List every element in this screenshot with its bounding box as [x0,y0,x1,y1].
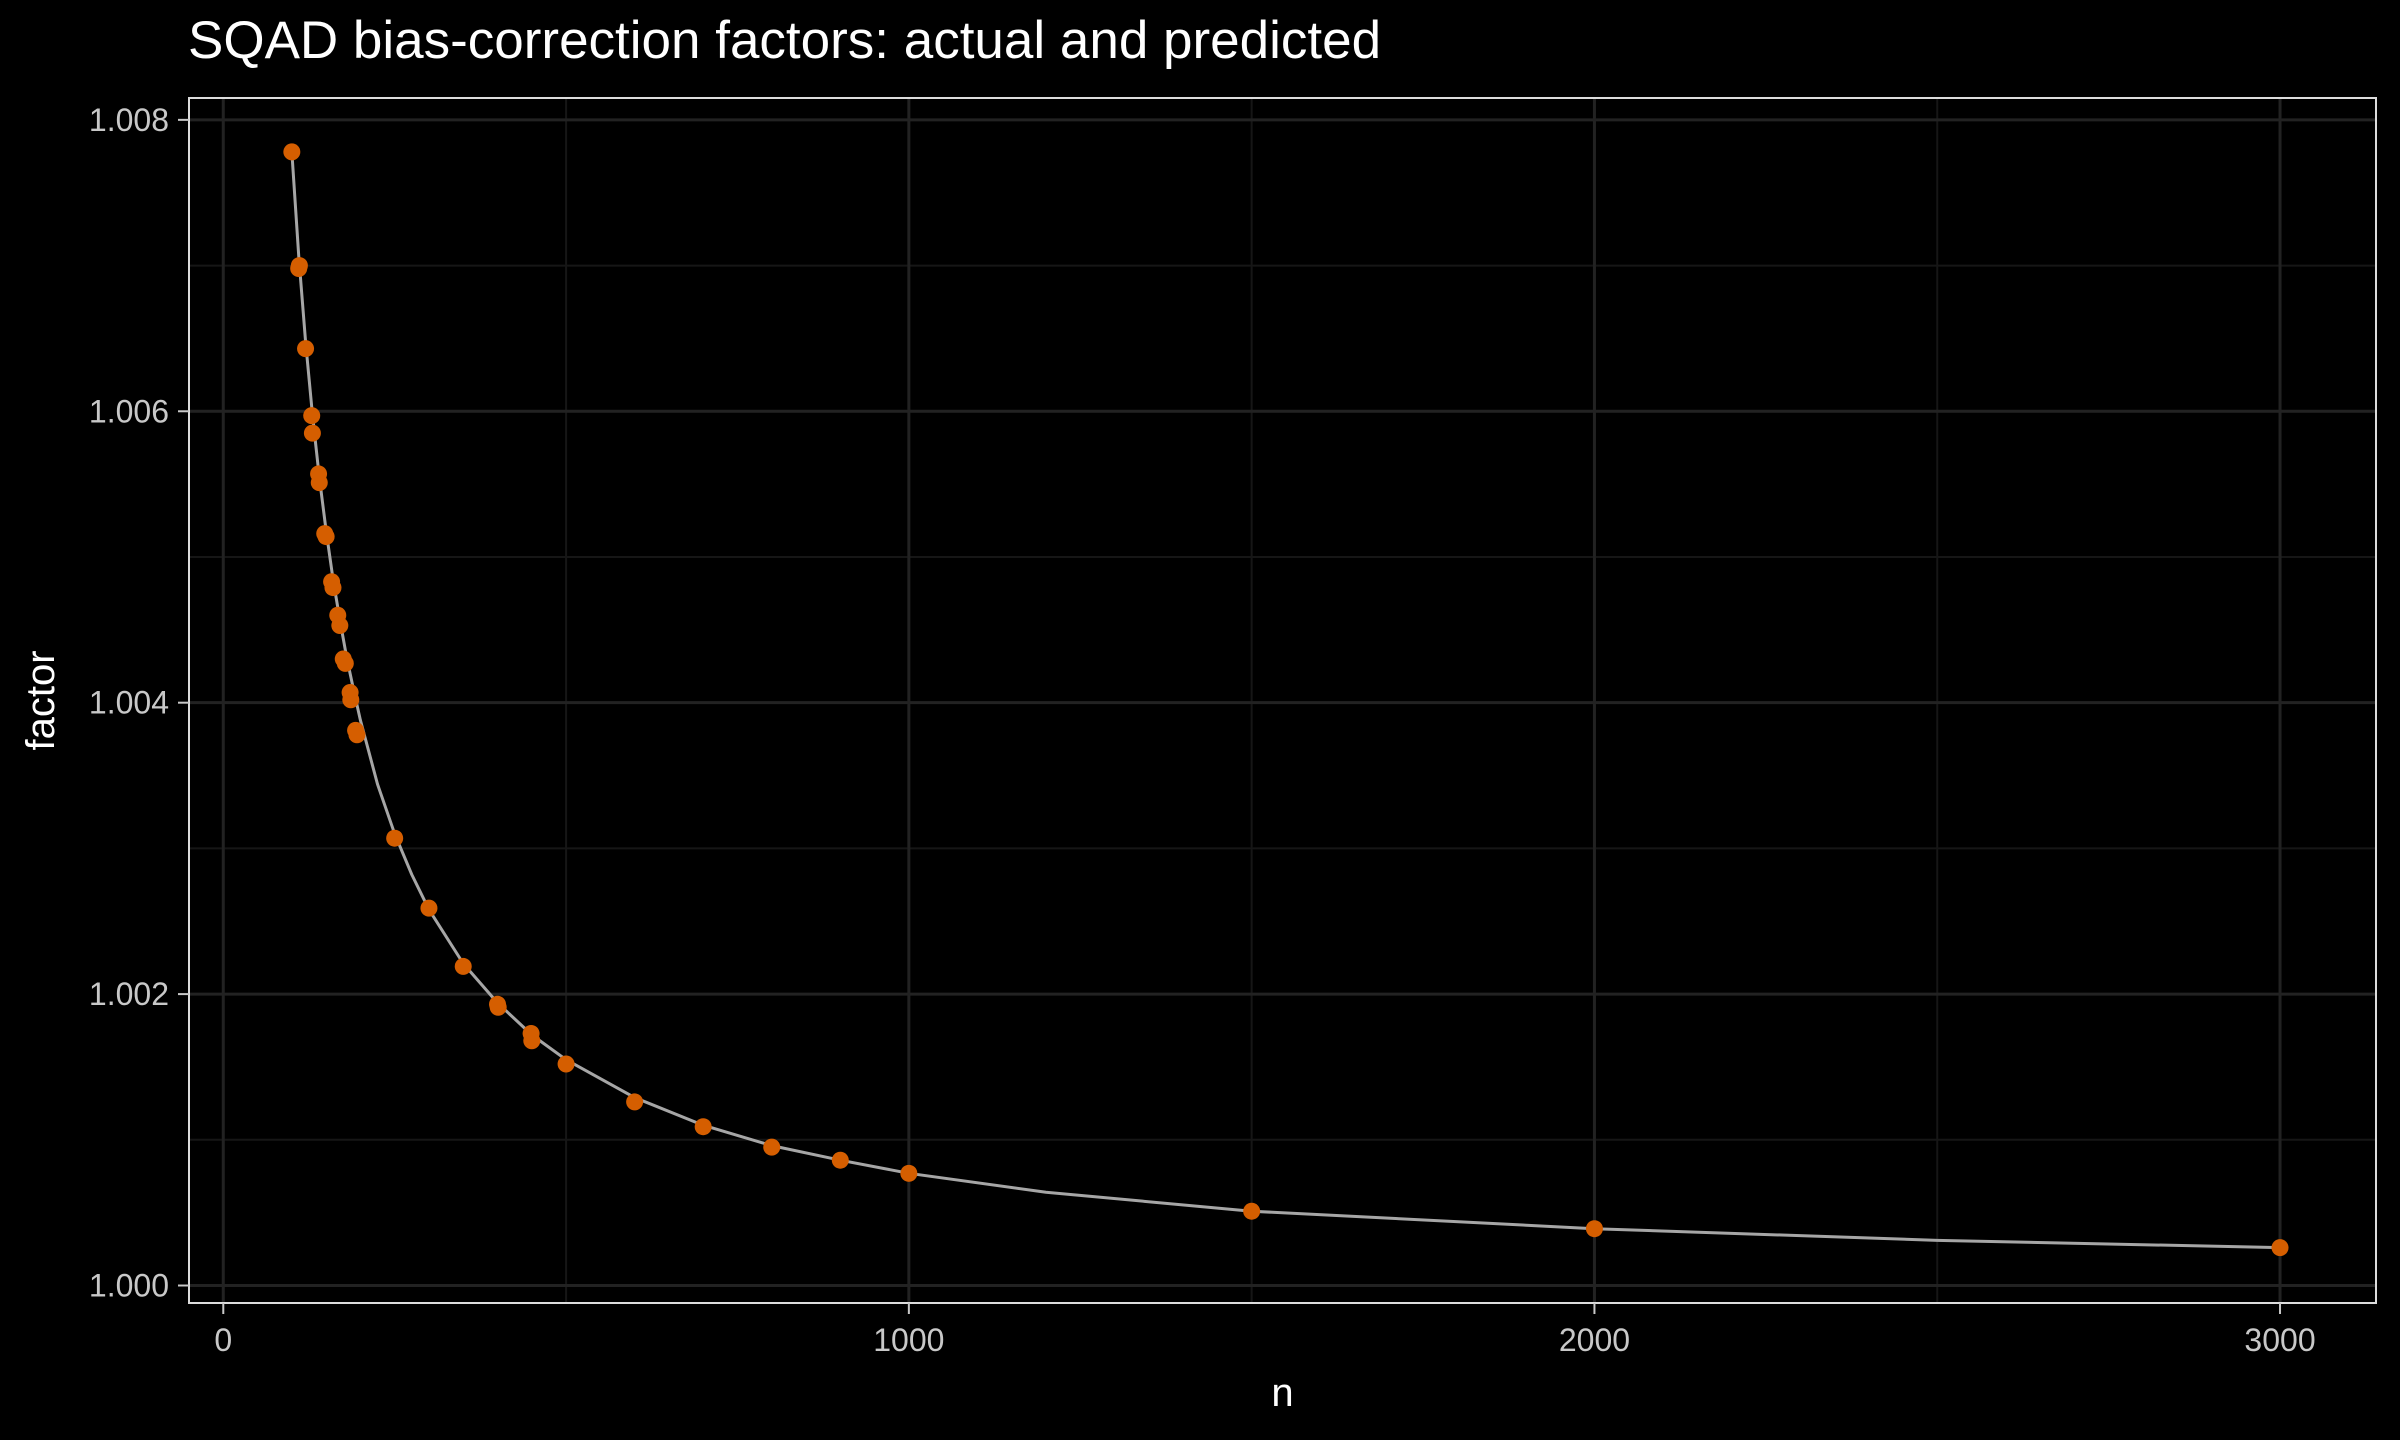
data-point [348,726,366,744]
major-gridlines [189,98,2376,1303]
data-point [290,257,308,275]
x-tick-label: 0 [214,1322,232,1358]
data-point [303,424,321,442]
data-point [1585,1220,1603,1238]
minor-gridlines [189,98,2376,1303]
data-point [386,829,404,847]
x-axis: 0 1000 2000 3000 [214,1303,2316,1358]
data-point [626,1093,644,1111]
data-point [1243,1202,1261,1220]
data-point [420,899,438,917]
y-tick-label: 1.004 [89,685,169,721]
y-tick-label: 1.002 [89,976,169,1012]
plot-panel [189,98,2376,1303]
data-point [297,340,315,358]
data-point [900,1164,918,1182]
data-point [324,579,342,597]
data-point [283,143,301,161]
y-axis: 1.000 1.002 1.004 1.006 1.008 [89,102,189,1304]
data-point [317,528,335,546]
data-point [2271,1239,2289,1257]
x-tick-label: 3000 [2244,1322,2315,1358]
data-point [342,691,360,709]
x-tick-label: 1000 [873,1322,944,1358]
y-tick-label: 1.000 [89,1268,169,1304]
plot-panel-border [188,97,2377,1304]
data-point [336,654,354,672]
data-point [310,474,328,492]
data-point [523,1032,541,1050]
data-point [831,1151,849,1169]
data-point [303,407,321,425]
chart-title: SQAD bias-correction factors: actual and… [188,11,1381,70]
y-axis-title: factor [19,650,63,750]
data-point [331,616,349,634]
y-tick-label: 1.006 [89,393,169,429]
x-tick-label: 2000 [1559,1322,1630,1358]
data-point [694,1118,712,1136]
actual-points-layer [283,143,2289,1257]
data-point [557,1055,575,1073]
data-point [489,998,507,1016]
data-point [763,1138,781,1156]
data-point [454,957,472,975]
x-axis-title: n [1271,1371,1293,1415]
y-tick-label: 1.008 [89,102,169,138]
